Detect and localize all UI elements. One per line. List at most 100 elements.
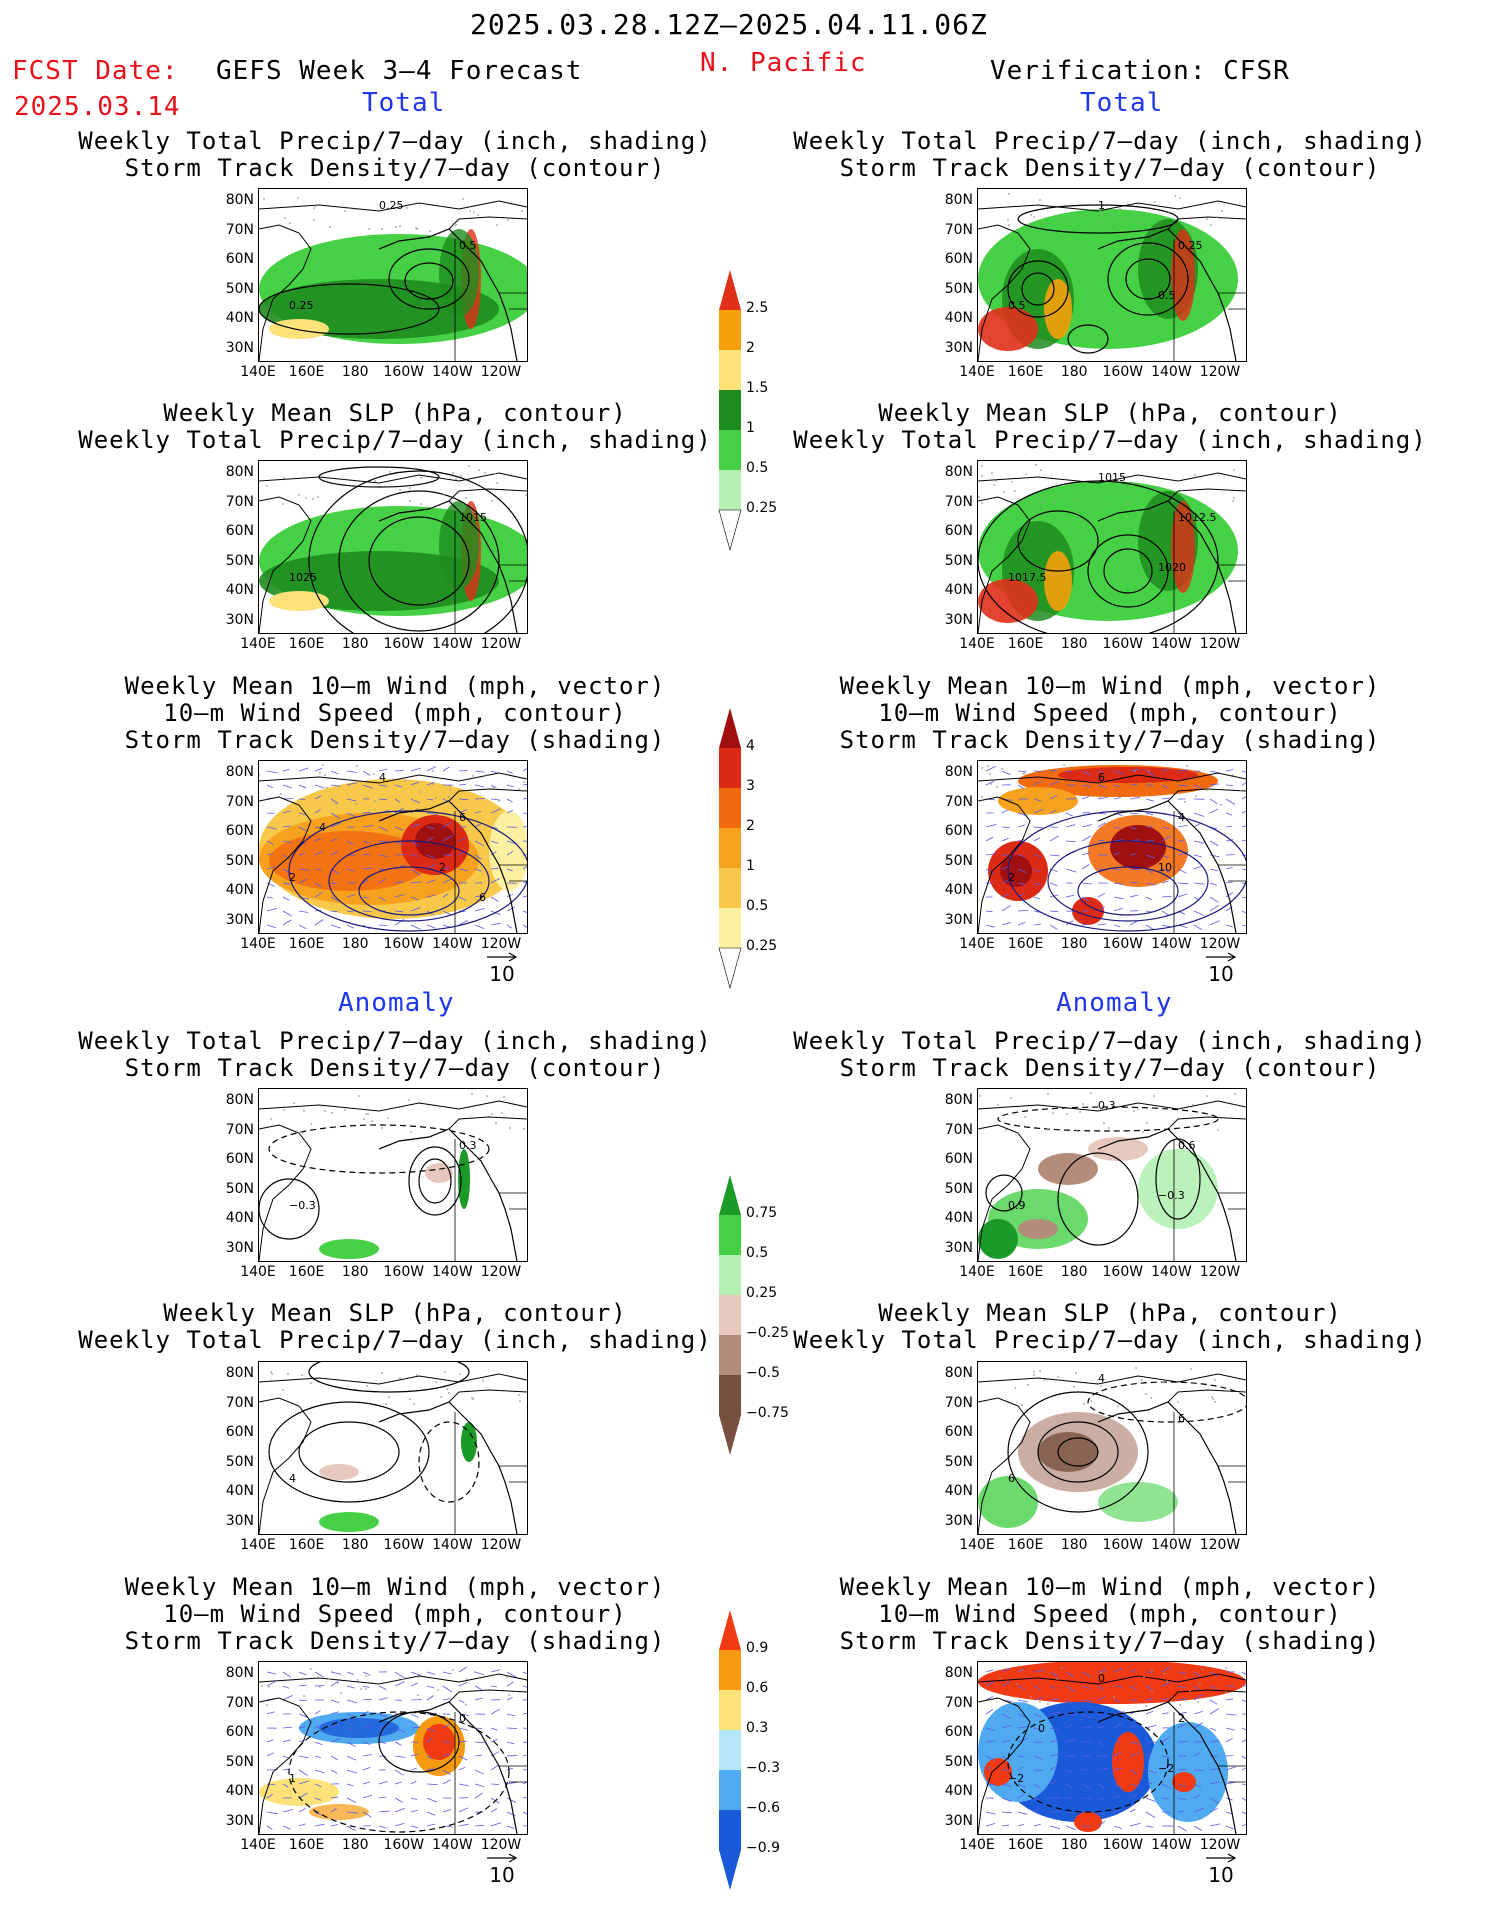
grid-dots [259, 764, 525, 805]
contour-label: 0.25 [379, 199, 404, 212]
lat-tick-label: 60N [225, 1424, 254, 1440]
lon-tick-label: 140W [432, 936, 473, 952]
contour-label: 6 [1008, 1472, 1015, 1485]
speed-contour [1047, 840, 1209, 922]
lon-tick-label: 120W [1199, 936, 1241, 952]
lat-tick-label: 80N [225, 192, 254, 208]
precip-pos [319, 1239, 379, 1259]
storm-pos-strong [423, 1724, 455, 1760]
lon-tick-label: 140E [959, 1537, 995, 1553]
lat-tick-label: 50N [944, 852, 973, 869]
lat-tick-label: 30N [944, 611, 973, 628]
speed-contour [328, 840, 490, 922]
coastline [978, 1100, 1246, 1261]
lat-tick-label: 60N [944, 251, 973, 267]
verification-label: Verification: CFSR [990, 56, 1290, 86]
colorbar-arrow-bottom [718, 947, 742, 990]
storm-peak [1000, 855, 1032, 887]
precip-pos [1098, 1482, 1178, 1522]
coastline [259, 1100, 527, 1261]
storm-contour [388, 248, 470, 310]
storm-anom-neg [997, 1106, 1219, 1132]
panel-title-line: 10–m Wind Speed (mph, contour) [878, 1600, 1342, 1628]
storm-neg [978, 1702, 1058, 1802]
coastal-heavy [439, 229, 479, 317]
lat-tick-label: 40N [225, 1783, 254, 1799]
lon-tick-label: 140E [959, 364, 995, 380]
contour-label: −0.3 [289, 1199, 316, 1212]
lat-tick-label: 70N [225, 221, 254, 238]
colorbar-arrow-top [719, 270, 741, 310]
lat-tick-label: 40N [944, 582, 973, 598]
arrow-icon [487, 952, 518, 962]
lon-tick-label: 180 [341, 636, 369, 652]
map-plot: 1025 1015 [258, 460, 528, 634]
lat-tick-label: 50N [225, 852, 254, 869]
panel-title-line: Weekly Total Precip/7–day (inch, shading… [78, 1326, 712, 1354]
panel-title-line: Weekly Total Precip/7–day (inch, shading… [793, 426, 1427, 454]
colorbar-segment [719, 350, 741, 390]
lon-tick-label: 160E [288, 936, 325, 952]
storm-high [269, 831, 429, 891]
storm-contour [259, 283, 440, 335]
panel-title-line: Storm Track Density/7–day (shading) [839, 1627, 1381, 1655]
contour-label: 6 [1098, 771, 1105, 784]
lon-tick-label: 140E [240, 1837, 276, 1853]
lat-tick-label: 60N [944, 1424, 973, 1440]
map-plot: 0.9 0.6 0.3 −0.3 [977, 1088, 1247, 1262]
lat-tick-label: 50N [225, 1180, 254, 1197]
lat-tick-label: 40N [944, 882, 973, 898]
lat-tick-label: 70N [225, 1694, 254, 1711]
storm-anom-pos [408, 1146, 462, 1216]
section-anomaly-left: Anomaly [338, 988, 455, 1018]
coastline [259, 472, 527, 633]
lon-tick-label: 120W [1199, 1264, 1241, 1280]
storm-peak [415, 823, 455, 859]
slp-anom-pos [1057, 1437, 1099, 1467]
coastal-max [1171, 501, 1195, 593]
lat-tick-label: 80N [225, 1365, 254, 1381]
colorbar-label: 1 [746, 420, 755, 436]
coastline [259, 772, 527, 933]
lat-tick-label: 60N [944, 823, 973, 839]
storm-pos-strong [1112, 1732, 1144, 1792]
contour-label: −2 [1008, 1772, 1024, 1785]
slp-anom-pos [308, 1362, 470, 1393]
lat-tick-label: 70N [944, 1121, 973, 1138]
colorbar-label: −0.75 [746, 1405, 789, 1421]
section-total-right: Total [1080, 88, 1164, 118]
lat-tick-label: 60N [225, 823, 254, 839]
colorbar-segment [719, 828, 741, 868]
colorbar-label: 0.25 [746, 500, 778, 516]
coastal-max [1171, 229, 1195, 321]
lon-tick-label: 180 [341, 1837, 369, 1853]
speed-anom [288, 1711, 510, 1833]
lat-tick-label: 80N [944, 1092, 973, 1108]
storm-pos-strong [978, 1662, 1246, 1704]
colorbar-segment [719, 310, 741, 350]
lon-tick-label: 160W [383, 1837, 425, 1853]
panel-title-line: Storm Track Density/7–day (shading) [124, 726, 666, 754]
fcst-date: 2025.03.14 [14, 92, 181, 122]
lat-tick-label: 50N [944, 280, 973, 297]
grid-dots [270, 1371, 521, 1405]
grid-dots [978, 1667, 1227, 1707]
lon-tick-label: 140W [432, 1837, 473, 1853]
colorbar-segment [719, 748, 741, 788]
precip-pos [319, 1512, 379, 1532]
panel-title-line: 10–m Wind Speed (mph, contour) [163, 1600, 627, 1628]
colorbar-segment [719, 1255, 741, 1295]
contour-label: 2 [1178, 1712, 1185, 1725]
slp-anom-neg [418, 1421, 480, 1503]
contour-label: 0 [459, 1712, 466, 1725]
lon-tick-label: 160W [383, 936, 425, 952]
contour-label: 4 [289, 1472, 296, 1485]
vector-reference-label: 10 [489, 962, 515, 986]
lon-tick-label: 160W [1102, 364, 1144, 380]
colorbar-label: 1 [746, 858, 755, 874]
colorbar-arrow-top [719, 1610, 741, 1650]
storm-neg [1148, 1722, 1228, 1822]
lat-tick-label: 50N [944, 1453, 973, 1470]
speed-anom [378, 1711, 460, 1773]
